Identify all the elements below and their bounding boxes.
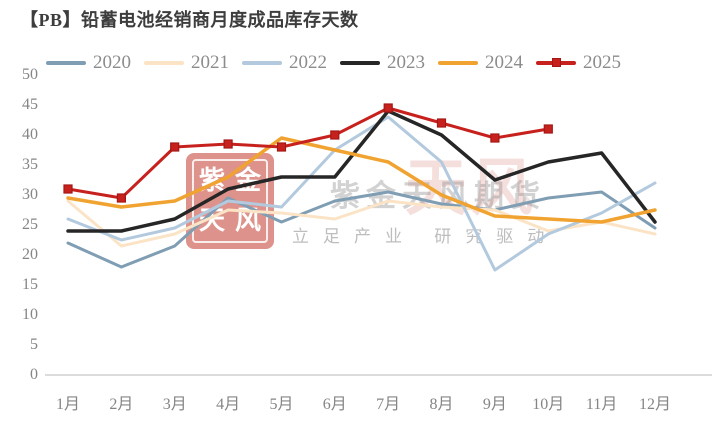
legend-item-2025: 2025 — [536, 52, 621, 74]
x-axis-tick-3: 3月 — [162, 396, 187, 413]
x-axis-tick-8: 8月 — [429, 396, 454, 413]
legend-label-2021: 2021 — [191, 52, 229, 73]
x-axis-tick-10: 10月 — [532, 396, 565, 413]
legend-item-2024: 2024 — [438, 52, 523, 74]
legend-swatch-2021 — [144, 61, 184, 65]
data-point-marker-2025-9月 — [490, 133, 500, 143]
data-point-marker-2025-6月 — [330, 130, 340, 140]
x-axis-tick-12: 12月 — [638, 396, 671, 413]
legend-square-marker-icon — [552, 58, 561, 67]
legend-item-2023: 2023 — [340, 52, 425, 74]
legend-item-2022: 2022 — [242, 52, 327, 74]
series-line-2023 — [66, 109, 657, 233]
series-line-2024 — [66, 136, 657, 224]
chart-title: 【PB】铅蓄电池经销商月度成品库存天数 — [20, 10, 359, 30]
x-axis-tick-9: 9月 — [482, 396, 507, 413]
y-axis-tick-10: 10 — [22, 306, 38, 323]
legend-swatch-2023 — [340, 61, 380, 65]
legend-label-2022: 2022 — [289, 52, 327, 73]
legend-label-2023: 2023 — [387, 52, 425, 73]
legend-swatch-2022 — [242, 61, 282, 65]
legend-label-2024: 2024 — [485, 52, 523, 73]
legend-swatch-2020 — [46, 61, 86, 65]
x-axis-tick-4: 4月 — [216, 396, 241, 413]
series-line-2025 — [66, 106, 550, 200]
data-point-marker-2025-10月 — [543, 124, 553, 134]
legend-item-2020: 2020 — [46, 52, 131, 74]
legend-label-2020: 2020 — [93, 52, 131, 73]
data-point-marker-2025-8月 — [436, 118, 447, 128]
x-axis-tick-11: 11月 — [585, 396, 618, 413]
data-point-marker-2025-5月 — [276, 142, 287, 152]
y-axis-tick-30: 30 — [22, 186, 38, 203]
y-axis-tick-40: 40 — [22, 126, 38, 143]
y-axis-tick-20: 20 — [22, 246, 38, 263]
data-point-marker-2025-7月 — [383, 103, 393, 113]
x-axis-tick-1: 1月 — [55, 396, 80, 413]
legend-swatch-2025 — [536, 58, 576, 67]
x-axis-tick-5: 5月 — [269, 396, 294, 413]
y-axis-tick-5: 5 — [30, 336, 38, 353]
x-axis-tick-7: 7月 — [376, 396, 401, 413]
data-point-marker-2025-2月 — [116, 193, 127, 203]
chart-legend: 2020 2021 2022 2023 2024 2025 — [46, 52, 621, 74]
y-axis-tick-50: 50 — [22, 66, 38, 83]
y-axis-tick-45: 45 — [22, 96, 38, 113]
y-axis-tick-15: 15 — [22, 276, 38, 293]
legend-label-2025: 2025 — [583, 52, 621, 73]
series-line-2022 — [66, 115, 657, 272]
legend-swatch-2024 — [438, 61, 478, 65]
y-axis-tick-0: 0 — [30, 366, 38, 383]
y-axis-tick-25: 25 — [22, 216, 38, 233]
legend-item-2021: 2021 — [144, 52, 229, 74]
x-axis-tick-6: 6月 — [322, 396, 347, 413]
data-point-marker-2025-4月 — [223, 139, 233, 149]
x-axis-tick-2: 2月 — [109, 396, 134, 413]
series-line-2020 — [66, 190, 657, 269]
data-point-marker-2025-1月 — [63, 184, 73, 194]
y-axis-tick-35: 35 — [22, 156, 38, 173]
data-point-marker-2025-3月 — [170, 142, 180, 152]
